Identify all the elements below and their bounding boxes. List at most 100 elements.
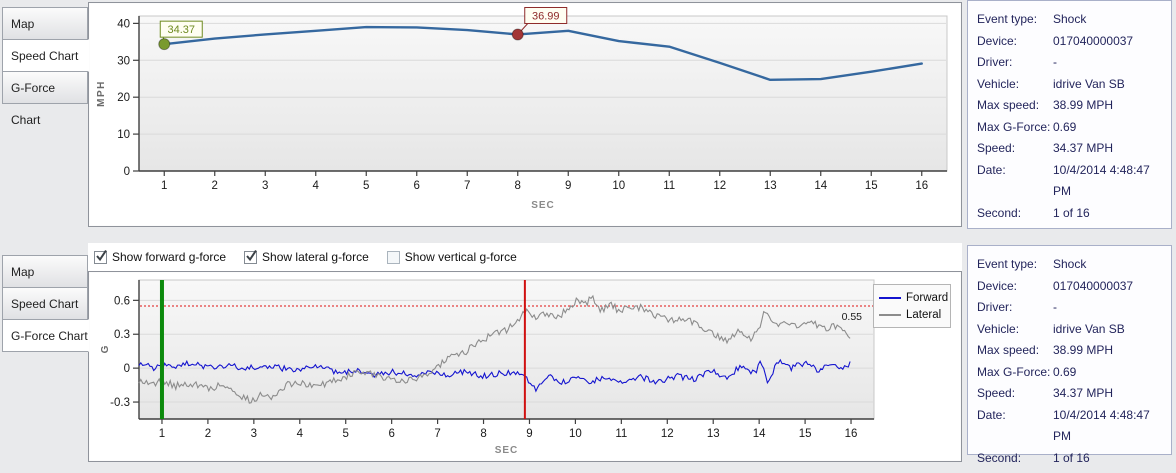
x-tick-label: 1 — [159, 428, 165, 440]
info-row-driver: Driver: - — [977, 297, 1171, 319]
info-value: 38.99 MPH — [1053, 98, 1114, 112]
info-row-event-type: Event type: Shock — [977, 9, 1171, 31]
info-row-event-type: Event type: Shock — [977, 254, 1171, 276]
info-row-vehicle: Vehicle: idrive Van SB — [977, 74, 1171, 96]
info-value: 34.37 MPH — [1053, 141, 1114, 155]
info-value: 38.99 MPH — [1053, 343, 1114, 357]
event-info-panel-top: Event type: Shock Device: 017040000037 Drive… — [967, 0, 1172, 229]
checkbox-label: Show lateral g-force — [262, 250, 369, 264]
info-label: Max speed: — [977, 343, 1040, 357]
info-value: idrive Van SB — [1053, 321, 1125, 336]
checkbox-show-forward-g-force[interactable]: Show forward g-force — [94, 249, 226, 264]
x-tick-label: 10 — [569, 428, 582, 440]
speed-line — [163, 25, 923, 82]
legend-item-forward: Forward — [879, 289, 948, 306]
legend-line-icon — [879, 313, 901, 316]
x-tick-label: 6 — [388, 428, 394, 440]
marker-label: 36.99 — [532, 10, 560, 22]
x-tick-label: 1 — [161, 180, 167, 192]
gforce-tab-map[interactable]: Map — [2, 255, 88, 288]
y-tick-label: 0 — [124, 363, 130, 375]
info-label: Max speed: — [977, 98, 1040, 112]
checkbox-show-lateral-g-force[interactable]: Show lateral g-force — [244, 249, 369, 264]
info-label: Second: — [977, 450, 1022, 465]
x-axis-title: SEC — [495, 445, 519, 456]
x-tick-label: 2 — [212, 180, 218, 192]
info-value: 1 of 16 — [1053, 450, 1090, 465]
gforce-tab-speed-chart[interactable]: Speed Chart — [2, 287, 88, 320]
checked-checkbox-icon[interactable] — [94, 249, 107, 264]
marker-dot-36.99[interactable] — [511, 28, 524, 41]
info-label: Driver: — [977, 55, 1013, 69]
info-label: Speed: — [977, 141, 1016, 155]
checkbox-show-vertical-g-force[interactable]: Show vertical g-force — [386, 250, 517, 264]
info-row-vehicle: Vehicle: idrive Van SB — [977, 319, 1171, 341]
info-value: 10/4/2014 4:48:47 PM — [1053, 162, 1150, 199]
plot-area[interactable] — [138, 279, 875, 420]
info-label: Speed: — [977, 386, 1016, 400]
speed-chart-box: 0 10 20 30 40 1 2 3 4 5 6 7 8 9 10 11 12 13 14 15 16 SEC MPH 34… — [88, 2, 962, 227]
x-tick-label: 14 — [814, 180, 827, 192]
info-value: 017040000037 — [1053, 278, 1134, 293]
event-info-panel-bottom: Event type: Shock Device: 017040000037 Drive… — [967, 245, 1172, 465]
x-tick-label: 8 — [480, 428, 486, 440]
unchecked-checkbox-icon[interactable] — [386, 250, 400, 264]
info-value: Shock — [1053, 257, 1087, 271]
info-value: 017040000037 — [1053, 33, 1134, 48]
marker-dot-34.37[interactable] — [158, 38, 171, 51]
x-tick-label: 5 — [343, 428, 349, 440]
info-row-max-g-force: Max G-Force: 0.69 — [977, 117, 1171, 139]
info-row-driver: Driver: - — [977, 52, 1171, 74]
x-tick-label: 4 — [313, 180, 320, 192]
x-tick-label: 6 — [414, 180, 420, 192]
info-label: Device: — [977, 33, 1018, 48]
info-value: Shock — [1053, 12, 1087, 26]
speed-tab-g-force-chart[interactable]: G-Force Chart — [2, 71, 88, 127]
info-label: Vehicle: — [977, 321, 1020, 336]
event-info-body-bottom: Event type: Shock Device: 017040000037 Drive… — [968, 246, 1171, 469]
info-row-second: Second: 1 of 16 — [977, 448, 1171, 470]
info-row-second: Second: 1 of 16 — [977, 203, 1171, 225]
y-tick-label: 0.6 — [114, 295, 130, 307]
gforce-chart[interactable]: -0.300.30.61 2 3 4 5 6 7 8 9 10 11 12 13 14 15 16SECG0.… — [89, 272, 961, 461]
info-label: Driver: — [977, 300, 1013, 314]
info-label: Device: — [977, 278, 1018, 293]
checkbox-label: Show vertical g-force — [404, 250, 517, 264]
speed-section-tabstrip: Map Speed Chart G-Force Chart — [0, 0, 89, 127]
lateral-gforce-line — [138, 294, 851, 404]
gforce-section-content: Show forward g-force Show lateral g-force… — [88, 243, 962, 462]
speed-section-content: 0 10 20 30 40 1 2 3 4 5 6 7 8 9 10 11 12 13 14 15 16 SEC MPH 34… — [88, 0, 962, 227]
y-tick-label: 40 — [117, 18, 130, 30]
gforce-tab-g-force-chart[interactable]: G-Force Chart — [2, 319, 89, 352]
info-value: 34.37 MPH — [1053, 386, 1114, 400]
y-tick-label: 0 — [124, 166, 130, 178]
info-label: Max G-Force: — [977, 119, 1051, 134]
info-label: Event type: — [977, 12, 1038, 26]
plot-area[interactable] — [138, 15, 948, 172]
legend-line-icon — [879, 296, 901, 299]
info-row-max-speed: Max speed: 38.99 MPH — [977, 95, 1171, 117]
info-value: 10/4/2014 4:48:47 PM — [1053, 407, 1150, 444]
info-value: 0.69 — [1053, 364, 1077, 379]
y-tick-label: 10 — [117, 129, 130, 141]
x-tick-label: 13 — [707, 428, 720, 440]
x-tick-label: 10 — [612, 180, 625, 192]
x-tick-label: 3 — [251, 428, 257, 440]
x-tick-label: 4 — [297, 428, 304, 440]
marker-label-box — [524, 6, 568, 24]
checked-checkbox-icon[interactable] — [244, 249, 258, 264]
speed-tab-speed-chart[interactable]: Speed Chart — [2, 39, 89, 72]
marker-label-box — [159, 20, 203, 38]
y-axis-title: G — [100, 345, 111, 353]
x-tick-label: 16 — [845, 428, 858, 440]
x-tick-label: 8 — [515, 180, 521, 192]
info-value: - — [1053, 55, 1057, 69]
x-tick-label: 16 — [915, 180, 928, 192]
chart-legend: Forward Lateral — [873, 284, 951, 328]
speed-tab-map[interactable]: Map — [2, 7, 88, 40]
x-tick-label: 11 — [663, 180, 675, 192]
x-tick-label: 9 — [526, 428, 532, 440]
x-tick-label: 3 — [262, 180, 268, 192]
info-label: Vehicle: — [977, 76, 1020, 91]
